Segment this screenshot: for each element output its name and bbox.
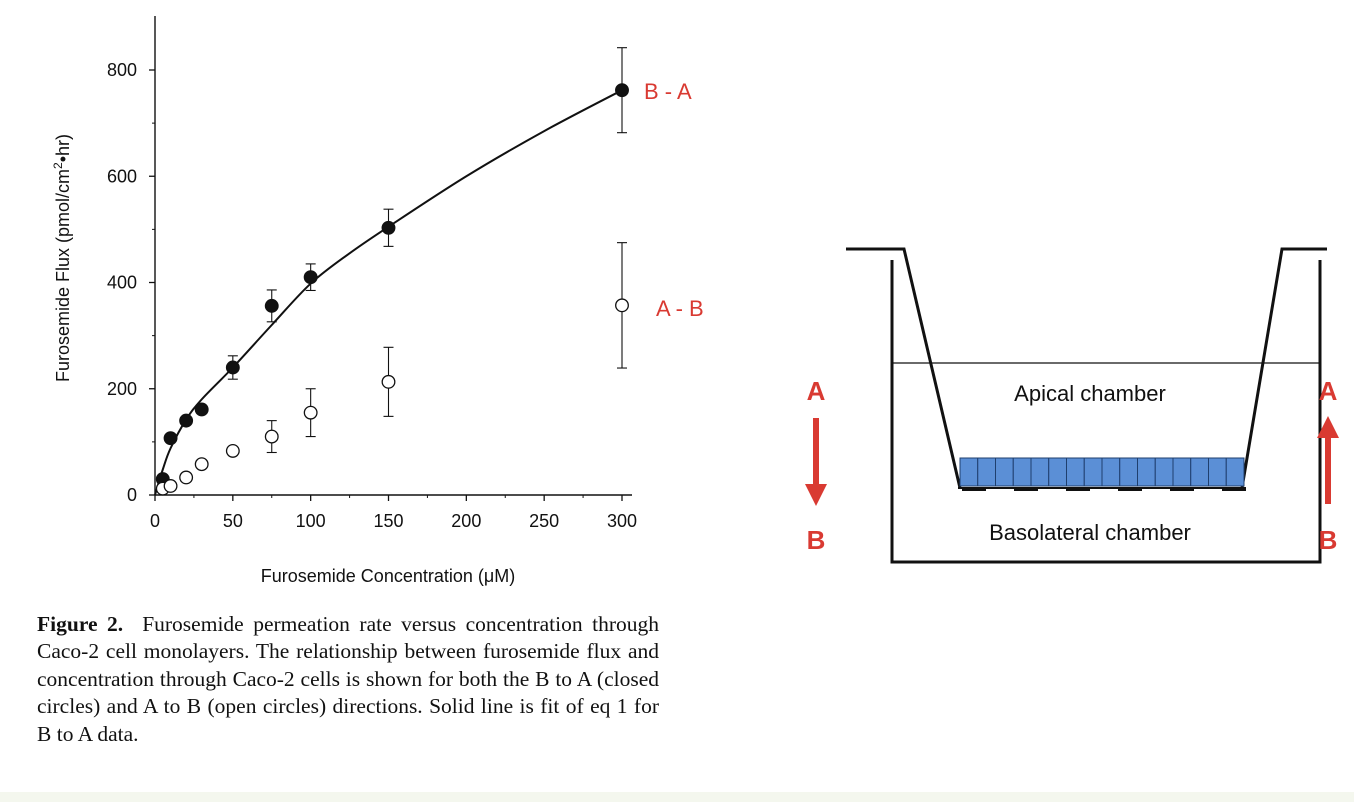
data-point-b-a [381,220,396,235]
data-point-a-b [225,443,240,458]
outer-well [890,260,1322,564]
y-tick-label: 600 [107,166,137,186]
data-point-a-b [179,470,194,485]
y-tick-label: 800 [107,60,137,80]
data-point-b-a [163,431,178,446]
cell [1190,457,1209,487]
cell [1208,457,1227,487]
cell [1225,457,1245,487]
data-point-b-a [194,402,209,417]
data-point-a-b [194,457,209,472]
insert-right-wall [1240,247,1327,489]
cell [1048,457,1067,487]
x-tick-label: 0 [150,511,160,531]
y-tick-label: 0 [127,485,137,505]
cell [1119,457,1138,487]
cell [1172,457,1192,487]
cell [1066,457,1085,487]
cell [1137,457,1156,487]
membrane-segment [962,487,986,491]
figure-caption: Figure 2. Furosemide permeation rate ver… [37,611,659,748]
series-label-b-a: B - A [644,79,692,104]
fit-curve-line [154,89,623,496]
series-label-a-b: A - B [656,296,704,321]
data-point-b-a [303,270,318,285]
up-arrow-icon [1317,416,1339,504]
membrane-segment [1222,487,1246,491]
right-arrow-top-label: A [1319,376,1338,406]
data-point-a-b [163,479,178,493]
data-points-layer [155,83,629,496]
left-arrow-from-label: A [807,376,826,406]
cell [959,457,979,487]
membrane-pores [962,487,1246,491]
x-tick-label: 100 [296,511,326,531]
insert-left-wall [846,247,962,489]
caption-label: Figure 2. [37,612,124,636]
y-axis-label: Furosemide Flux (pmol/cm2•hr) [51,134,73,382]
x-tick-label: 200 [451,511,481,531]
x-tick-label: 150 [373,511,403,531]
error-bars-layer [227,47,627,454]
transwell-diagram: Apical chamber Basolateral chamber A B A… [805,247,1339,564]
data-point-a-b [615,298,629,313]
data-point-b-a [225,360,240,375]
cell-monolayer [959,457,1245,487]
fit-curve-layer [154,89,623,496]
x-tick-label: 50 [223,511,243,531]
cell [995,457,1014,487]
x-axis-label: Furosemide Concentration (μM) [261,566,515,586]
basolateral-chamber-label: Basolateral chamber [989,520,1191,545]
y-axis-label-sup: 2 [51,162,65,169]
cell [977,457,996,487]
down-arrow-icon [805,418,827,506]
y-axis-label-tail: •hr) [53,134,73,162]
data-point-a-b [381,374,396,389]
x-tick-label: 300 [607,511,637,531]
y-tick-label: 200 [107,379,137,399]
caption-text: Furosemide permeation rate versus concen… [37,612,660,746]
data-point-b-a [615,83,629,98]
y-tick-label: 400 [107,273,137,293]
cell [1101,457,1121,487]
y-axis-label-main: Furosemide Flux (pmol/cm [53,169,73,382]
data-point-b-a [179,413,194,428]
cell [1030,457,1050,487]
membrane-segment [1170,487,1194,491]
data-point-a-b [303,405,318,420]
data-point-a-b [264,429,279,444]
left-arrow-to-label: B [807,525,826,555]
data-point-b-a [264,298,279,313]
cell [1154,457,1174,487]
cell [1012,457,1032,487]
x-tick-label: 250 [529,511,559,531]
membrane-segment [1014,487,1038,491]
flux-chart: 0 50 100 150 200 250 300 0 200 400 600 800 B - A A … [51,16,704,586]
right-arrow-bottom-label: B [1319,525,1338,555]
chart-axes: 0 50 100 150 200 250 300 0 200 400 600 800 [107,16,637,531]
apical-chamber-label: Apical chamber [1014,381,1166,406]
membrane-segment [1066,487,1090,491]
membrane-segment [1118,487,1142,491]
cell [1083,457,1103,487]
page-bottom-strip [0,792,1354,802]
